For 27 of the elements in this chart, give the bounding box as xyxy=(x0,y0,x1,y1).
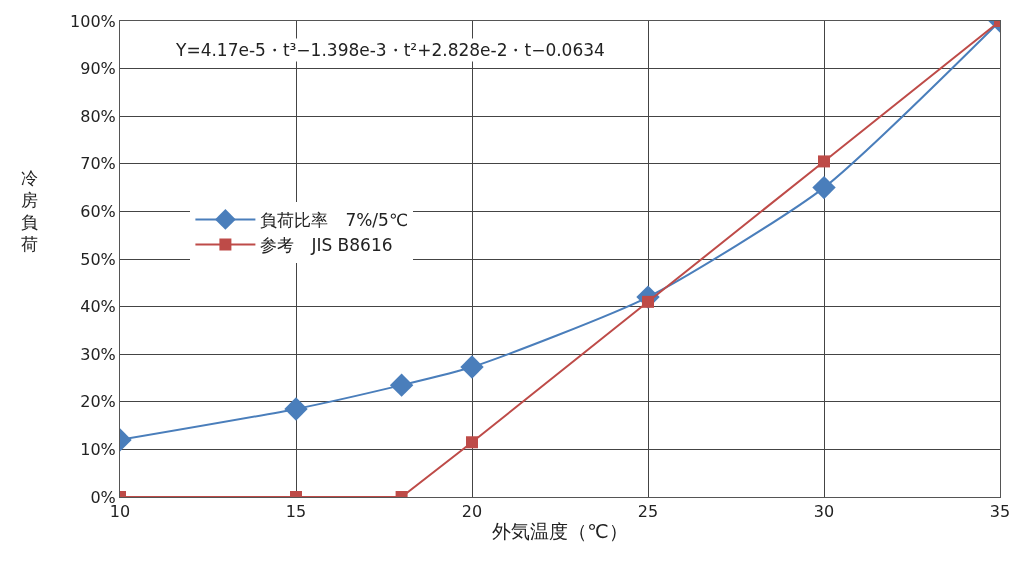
legend-label: 負荷比率 7%/5℃ xyxy=(260,210,409,231)
x-tick-label: 20 xyxy=(461,502,483,522)
x-tick-label: 15 xyxy=(285,502,307,522)
y-tick-label: 90% xyxy=(80,59,116,79)
x-axis-title: 外気温度（℃） xyxy=(492,520,628,542)
point xyxy=(389,373,414,397)
point xyxy=(466,436,478,449)
y-tick-label: 80% xyxy=(80,106,116,126)
point xyxy=(818,155,830,168)
legend-label: 参考 JIS B8616 xyxy=(260,235,393,256)
y-tick-label: 40% xyxy=(80,297,116,317)
y-tick-label: 20% xyxy=(80,392,116,412)
x-tick-label: 30 xyxy=(813,502,835,522)
y-tick-label: 70% xyxy=(80,154,116,174)
x-tick-label: 10 xyxy=(109,502,131,522)
y-tick-label: 60% xyxy=(80,202,116,221)
y-tick-label: 50% xyxy=(80,249,116,269)
point xyxy=(460,355,484,379)
annotation: Y=4.17e-5・t³−1.398e-3・t²+2.828e-2・t−0.0634 xyxy=(175,40,605,60)
point xyxy=(284,397,308,421)
y-tick-label: 10% xyxy=(80,440,116,459)
y-axis-title: 冷房負荷 xyxy=(21,168,38,255)
x-tick-label: 35 xyxy=(989,502,1011,522)
point xyxy=(812,175,836,200)
x-tick-label: 25 xyxy=(637,502,659,522)
y-tick-label: 30% xyxy=(80,344,116,364)
y-tick-label: 100% xyxy=(70,11,116,31)
